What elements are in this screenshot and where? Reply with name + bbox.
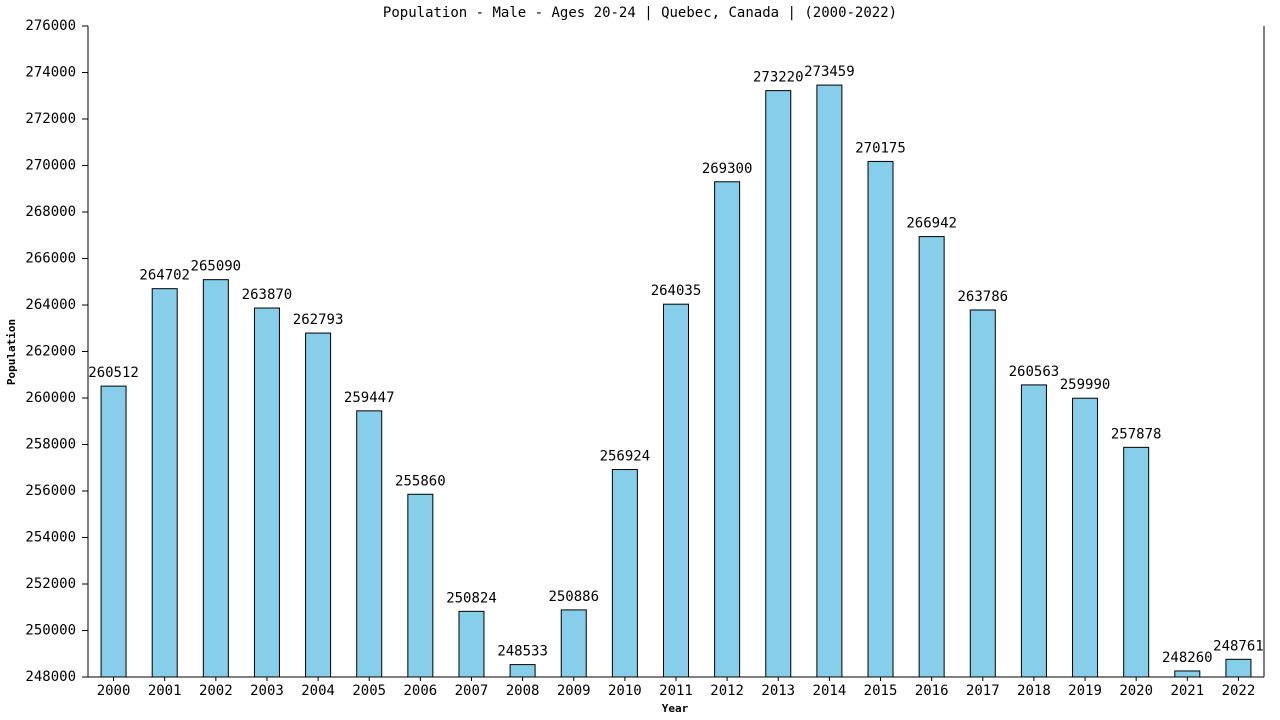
x-tick-label: 2017 bbox=[966, 683, 1000, 699]
y-tick-label: 264000 bbox=[25, 297, 76, 313]
y-tick-label: 272000 bbox=[25, 111, 76, 127]
value-label: 257878 bbox=[1111, 426, 1162, 442]
value-label: 273459 bbox=[804, 64, 855, 80]
value-label: 255860 bbox=[395, 473, 446, 489]
value-label: 248260 bbox=[1162, 650, 1213, 666]
y-tick-label: 260000 bbox=[25, 390, 76, 406]
value-label: 260563 bbox=[1009, 364, 1060, 380]
y-tick-label: 258000 bbox=[25, 437, 76, 453]
bar bbox=[1174, 670, 1201, 678]
y-tick-label: 266000 bbox=[25, 251, 76, 267]
x-tick-label: 2016 bbox=[915, 683, 949, 699]
bar bbox=[1020, 384, 1047, 678]
value-label: 250824 bbox=[446, 590, 497, 606]
bar bbox=[202, 279, 229, 678]
y-tick-label: 252000 bbox=[25, 576, 76, 592]
value-label: 273220 bbox=[753, 70, 804, 86]
bar bbox=[1072, 397, 1099, 678]
value-label: 248761 bbox=[1213, 638, 1264, 654]
x-tick-label: 2002 bbox=[199, 683, 233, 699]
value-label: 248533 bbox=[497, 644, 548, 660]
bar bbox=[407, 493, 434, 678]
bar bbox=[611, 469, 638, 678]
chart-title: Population - Male - Ages 20-24 | Quebec,… bbox=[383, 5, 897, 21]
y-tick-label: 254000 bbox=[25, 530, 76, 546]
bar bbox=[867, 160, 894, 678]
bar bbox=[918, 236, 945, 678]
value-label: 265090 bbox=[191, 259, 242, 275]
bar bbox=[305, 332, 332, 678]
x-tick-label: 2011 bbox=[659, 683, 693, 699]
bar bbox=[816, 84, 843, 678]
y-axis-label: Population bbox=[5, 319, 18, 385]
x-tick-label: 2010 bbox=[608, 683, 642, 699]
x-tick-label: 2004 bbox=[301, 683, 335, 699]
bar bbox=[509, 664, 536, 678]
x-tick-label: 2001 bbox=[148, 683, 182, 699]
value-label: 269300 bbox=[702, 161, 753, 177]
bar bbox=[663, 303, 689, 678]
x-tick-label: 2015 bbox=[864, 683, 898, 699]
x-tick-label: 2003 bbox=[250, 683, 284, 699]
y-tick-label: 268000 bbox=[25, 204, 76, 220]
x-tick-label: 2012 bbox=[710, 683, 744, 699]
x-tick-label: 2018 bbox=[1017, 683, 1051, 699]
value-label: 259990 bbox=[1060, 377, 1111, 393]
x-tick-label: 2007 bbox=[455, 683, 489, 699]
value-label: 263786 bbox=[957, 289, 1008, 305]
bar bbox=[765, 90, 792, 678]
bar bbox=[100, 385, 127, 678]
x-tick-label: 2021 bbox=[1170, 683, 1204, 699]
x-tick-label: 2013 bbox=[761, 683, 795, 699]
value-label: 256924 bbox=[600, 449, 651, 465]
bar bbox=[458, 610, 485, 678]
x-tick-label: 2009 bbox=[557, 683, 591, 699]
bar bbox=[969, 309, 996, 678]
x-tick-label: 2019 bbox=[1068, 683, 1102, 699]
y-tick-label: 262000 bbox=[25, 344, 76, 360]
bar bbox=[1123, 446, 1150, 678]
x-axis-label: Year bbox=[662, 702, 689, 715]
bar bbox=[356, 410, 383, 678]
y-tick-label: 250000 bbox=[25, 623, 76, 639]
value-label: 263870 bbox=[242, 287, 293, 303]
y-tick-label: 276000 bbox=[25, 18, 76, 34]
x-tick-label: 2020 bbox=[1119, 683, 1153, 699]
x-tick-label: 2022 bbox=[1222, 683, 1256, 699]
value-label: 250886 bbox=[548, 589, 599, 605]
y-tick-label: 274000 bbox=[25, 65, 76, 81]
y-tick-label: 248000 bbox=[25, 669, 76, 685]
value-label: 264035 bbox=[651, 283, 702, 299]
value-label: 270175 bbox=[855, 140, 906, 156]
y-tick-label: 256000 bbox=[25, 483, 76, 499]
x-tick-label: 2000 bbox=[97, 683, 131, 699]
y-tick-label: 270000 bbox=[25, 158, 76, 174]
x-tick-label: 2006 bbox=[403, 683, 437, 699]
value-label: 259447 bbox=[344, 390, 395, 406]
bar bbox=[1225, 658, 1252, 678]
value-label: 262793 bbox=[293, 312, 344, 328]
bar bbox=[151, 288, 178, 678]
value-label: 264702 bbox=[139, 268, 190, 284]
bar bbox=[714, 181, 741, 678]
x-tick-label: 2008 bbox=[506, 683, 540, 699]
x-tick-label: 2014 bbox=[813, 683, 847, 699]
value-label: 260512 bbox=[88, 365, 139, 381]
bar bbox=[253, 307, 280, 678]
bar bbox=[560, 609, 587, 678]
x-tick-label: 2005 bbox=[352, 683, 386, 699]
value-label: 266942 bbox=[906, 216, 957, 232]
